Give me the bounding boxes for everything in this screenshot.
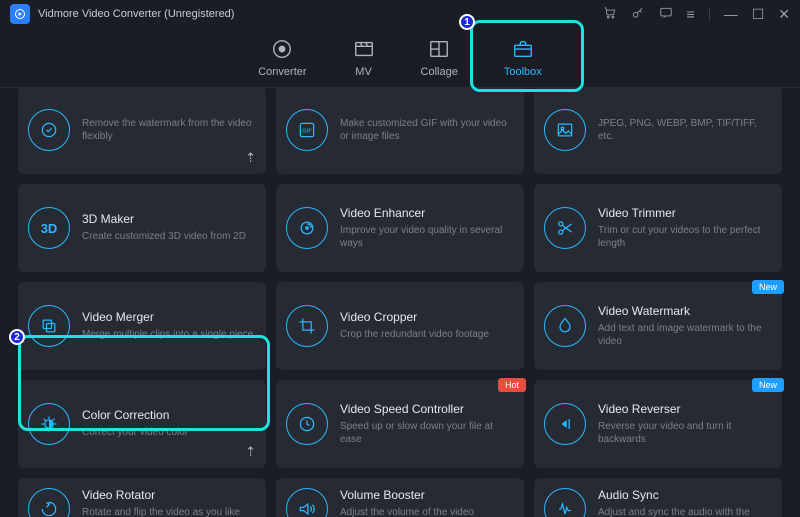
- pin-icon[interactable]: ⇡: [245, 150, 256, 166]
- main-tabs: Converter MV Collage Toolbox: [0, 28, 800, 88]
- window-controls: ≡ — ☐ ✕: [603, 6, 790, 23]
- tab-label: Converter: [258, 66, 306, 78]
- crop-icon: [286, 305, 328, 347]
- watermark-remover-icon: [28, 109, 70, 151]
- collage-icon: [428, 38, 450, 60]
- tab-label: Collage: [421, 66, 458, 78]
- new-badge: New: [752, 378, 784, 392]
- close-button[interactable]: ✕: [778, 6, 790, 23]
- highlight-marker-1: 1: [459, 14, 475, 30]
- reverse-icon: [544, 403, 586, 445]
- tool-desc: Add text and image watermark to the vide…: [598, 322, 770, 349]
- tool-video-rotator[interactable]: Video Rotator Rotate and flip the video a…: [18, 478, 266, 517]
- tool-video-merger[interactable]: Video Merger Merge multiple clips into a …: [18, 282, 266, 370]
- tool-video-enhancer[interactable]: Video Enhancer Improve your video quality…: [276, 184, 524, 272]
- tab-label: Toolbox: [504, 66, 542, 78]
- tab-mv[interactable]: MV: [353, 38, 375, 78]
- tool-title: Volume Booster: [340, 488, 512, 502]
- tool-desc: Trim or cut your videos to the perfect l…: [598, 224, 770, 251]
- tab-toolbox[interactable]: Toolbox: [504, 38, 542, 78]
- titlebar: Vidmore Video Converter (Unregistered) ≡…: [0, 0, 800, 28]
- tool-desc: Remove the watermark from the video flex…: [82, 117, 254, 144]
- tool-desc: Adjust the volume of the video: [340, 506, 512, 517]
- tool-title: Video Rotator: [82, 488, 254, 502]
- speed-icon: [286, 403, 328, 445]
- scissors-icon: [544, 207, 586, 249]
- tool-desc: JPEG, PNG, WEBP, BMP, TIF/TIFF, etc.: [598, 117, 770, 144]
- image-converter-icon: [544, 109, 586, 151]
- watermark-icon: [544, 305, 586, 347]
- tool-desc: Merge multiple clips into a single piece: [82, 328, 254, 342]
- separator: [709, 7, 710, 21]
- converter-icon: [271, 38, 293, 60]
- tool-title: 3D Maker: [82, 212, 254, 226]
- tool-desc: Correct your video color: [82, 426, 254, 440]
- svg-text:GIF: GIF: [302, 129, 312, 135]
- enhancer-icon: [286, 207, 328, 249]
- tool-video-trimmer[interactable]: Video Trimmer Trim or cut your videos to …: [534, 184, 782, 272]
- audio-sync-icon: [544, 488, 586, 517]
- tool-title: Video Reverser: [598, 402, 770, 416]
- tool-card[interactable]: Remove the watermark from the video flex…: [18, 88, 266, 174]
- tab-converter[interactable]: Converter: [258, 38, 306, 78]
- tool-video-cropper[interactable]: Video Cropper Crop the redundant video fo…: [276, 282, 524, 370]
- tool-desc: Speed up or slow down your file at ease: [340, 420, 512, 447]
- tool-audio-sync[interactable]: Audio Sync Adjust and sync the audio with…: [534, 478, 782, 517]
- tool-color-correction[interactable]: Color Correction Correct your video color…: [18, 380, 266, 468]
- volume-icon: [286, 488, 328, 517]
- minimize-button[interactable]: —: [724, 6, 738, 22]
- key-icon[interactable]: [631, 6, 645, 23]
- 3d-icon: 3D: [28, 207, 70, 249]
- gif-maker-icon: GIF: [286, 109, 328, 151]
- color-correction-icon: [28, 403, 70, 445]
- menu-icon[interactable]: ≡: [687, 6, 695, 22]
- tab-label: MV: [355, 66, 372, 78]
- tool-volume-booster[interactable]: Volume Booster Adjust the volume of the v…: [276, 478, 524, 517]
- tool-desc: Rotate and flip the video as you like: [82, 506, 254, 517]
- tool-title: Color Correction: [82, 408, 254, 422]
- merger-icon: [28, 305, 70, 347]
- tool-title: Video Speed Controller: [340, 402, 512, 416]
- tool-desc: Adjust and sync the audio with the video: [598, 506, 770, 517]
- feedback-icon[interactable]: [659, 6, 673, 23]
- app-title: Vidmore Video Converter (Unregistered): [38, 8, 603, 20]
- new-badge: New: [752, 280, 784, 294]
- hot-badge: Hot: [498, 378, 526, 392]
- app-logo: [10, 4, 30, 24]
- mv-icon: [353, 38, 375, 60]
- tool-title: Video Watermark: [598, 304, 770, 318]
- tool-video-speed[interactable]: Hot Video Speed Controller Speed up or sl…: [276, 380, 524, 468]
- toolbox-icon: [512, 38, 534, 60]
- tool-video-watermark[interactable]: New Video Watermark Add text and image wa…: [534, 282, 782, 370]
- tool-desc: Crop the redundant video footage: [340, 328, 512, 342]
- toolbox-grid: Remove the watermark from the video flex…: [18, 88, 782, 517]
- tab-collage[interactable]: Collage: [421, 38, 458, 78]
- tool-title: Video Merger: [82, 310, 254, 324]
- tool-desc: Create customized 3D video from 2D: [82, 230, 254, 244]
- tool-card[interactable]: JPEG, PNG, WEBP, BMP, TIF/TIFF, etc.: [534, 88, 782, 174]
- tool-desc: Reverse your video and turn it backwards: [598, 420, 770, 447]
- rotate-icon: [28, 488, 70, 517]
- cart-icon[interactable]: [603, 6, 617, 23]
- tool-title: Audio Sync: [598, 488, 770, 502]
- tool-title: Video Cropper: [340, 310, 512, 324]
- tool-desc: Make customized GIF with your video or i…: [340, 117, 512, 144]
- tool-desc: Improve your video quality in several wa…: [340, 224, 512, 251]
- tool-title: Video Trimmer: [598, 206, 770, 220]
- highlight-marker-2: 2: [9, 329, 25, 345]
- tool-video-reverser[interactable]: New Video Reverser Reverse your video and…: [534, 380, 782, 468]
- tool-3d-maker[interactable]: 3D 3D Maker Create customized 3D video fr…: [18, 184, 266, 272]
- pin-icon[interactable]: ⇡: [245, 444, 256, 460]
- tool-card[interactable]: GIF Make customized GIF with your video …: [276, 88, 524, 174]
- maximize-button[interactable]: ☐: [752, 6, 765, 23]
- tool-title: Video Enhancer: [340, 206, 512, 220]
